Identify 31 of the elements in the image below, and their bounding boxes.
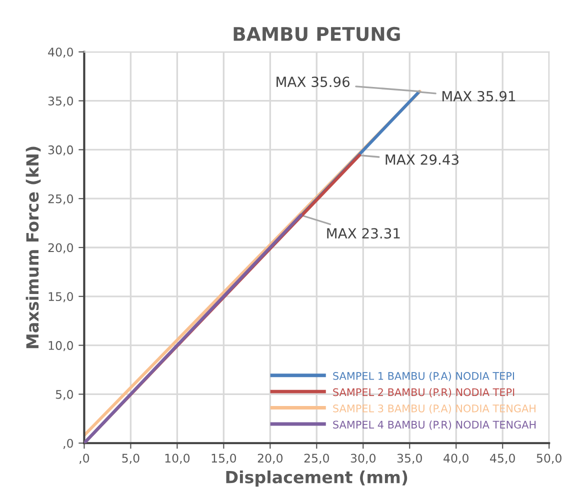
- x-tick-label: 15,0: [212, 454, 236, 464]
- annotation: MAX 23.31: [327, 228, 400, 239]
- x-tick-label: 30,0: [350, 454, 376, 464]
- y-tick-label: 10,0: [48, 341, 74, 352]
- annotation: MAX 29.43: [386, 154, 458, 165]
- x-tick-label: 25,0: [304, 454, 330, 464]
- y-tick-label: 5,0: [56, 390, 74, 400]
- text: SAMPEL 4 BAMBU (P.R) NODIA TENGAH: [333, 420, 536, 430]
- y-tick-label: 35,0: [48, 96, 74, 107]
- x-tick-label: 5,0: [122, 454, 140, 464]
- y-tick-label: 40,0: [48, 48, 74, 58]
- text: SAMPEL 1 BAMBU (P.A) NODIA TEPI: [333, 372, 514, 382]
- x-tick-label: ,0: [79, 454, 90, 464]
- x-tick-label: 20,0: [258, 454, 283, 464]
- y-tick-label: ,0: [63, 438, 74, 449]
- x-tick-label: 35,0: [397, 454, 422, 464]
- y-tick-label: 20,0: [48, 243, 74, 254]
- annotation: MAX 35.96: [276, 76, 350, 88]
- x-tick-label: 50,0: [536, 454, 562, 464]
- x-tick-label: 45,0: [490, 454, 515, 464]
- y-tick-label: 25,0: [48, 194, 74, 204]
- y-axis-title: Maxsimum Force (kN): [26, 146, 41, 348]
- y-tick-label: 15,0: [48, 292, 74, 302]
- y-tick-label: 30,0: [48, 145, 74, 156]
- text: SAMPEL 2 BAMBU (P.R) NODIA TEPI: [333, 388, 514, 398]
- chart-title: BAMBU PETUNG: [234, 26, 400, 42]
- x-tick-label: 40,0: [444, 454, 468, 464]
- x-tick-label: 10,0: [165, 454, 190, 464]
- x-axis-title: Displacement (mm): [226, 470, 408, 487]
- annotation: MAX 35.91: [442, 90, 516, 102]
- text: SAMPEL 3 BAMBU (P.A) NODIA TENGAH: [333, 404, 536, 414]
